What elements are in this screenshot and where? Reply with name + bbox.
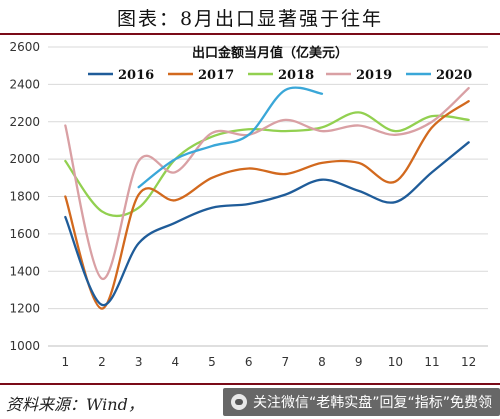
x-tick-label: 9 — [355, 355, 363, 369]
watermark-banner: 关注微信“老韩实盘”回复“指标”免费领 — [222, 388, 500, 416]
y-tick-label: 1600 — [9, 227, 40, 241]
legend-label-2016: 2016 — [118, 68, 154, 83]
x-tick-label: 10 — [388, 355, 403, 369]
legend-label-2018: 2018 — [278, 68, 314, 83]
y-tick-label: 2200 — [9, 115, 40, 129]
y-tick-label: 1800 — [9, 190, 40, 204]
x-tick-label: 4 — [172, 355, 180, 369]
y-tick-label: 1200 — [9, 302, 40, 316]
legend-label-2019: 2019 — [356, 68, 392, 83]
legend-label-2017: 2017 — [198, 68, 234, 83]
x-tick-label: 12 — [461, 355, 476, 369]
source-text: 资料来源：Wind， — [6, 395, 144, 414]
x-tick-label: 11 — [424, 355, 439, 369]
watermark-text: 关注微信“老韩实盘”回复“指标”免费领 — [252, 395, 492, 411]
y-tick-label: 1400 — [9, 264, 40, 278]
legend-label-2020: 2020 — [436, 68, 472, 83]
series-line-2019 — [64, 86, 470, 280]
y-tick-label: 2000 — [9, 152, 40, 166]
header-bar: 图表：8月出口显著强于往年 — [0, 0, 500, 35]
series-line-2017 — [64, 100, 470, 310]
source-bar: 资料来源：Wind， 关注微信“老韩实盘”回复“指标”免费领 — [0, 383, 500, 419]
y-tick-label: 1000 — [9, 339, 40, 353]
x-tick-label: 2 — [98, 355, 106, 369]
x-tick-label: 5 — [208, 355, 216, 369]
x-tick-label: 7 — [282, 355, 290, 369]
y-tick-label: 2600 — [9, 40, 40, 54]
y-tick-label: 2400 — [9, 77, 40, 91]
chart-title: 出口金额当月值（亿美元） — [192, 45, 348, 61]
x-tick-label: 6 — [245, 355, 253, 369]
series-line-2020 — [137, 86, 324, 189]
page-title: 图表：8月出口显著强于往年 — [116, 8, 384, 30]
wechat-icon — [230, 394, 247, 410]
series-line-2018 — [64, 111, 470, 218]
series-line-2016 — [64, 141, 470, 307]
x-tick-label: 3 — [135, 355, 143, 369]
x-tick-label: 1 — [62, 355, 70, 369]
x-tick-label: 8 — [318, 355, 326, 369]
